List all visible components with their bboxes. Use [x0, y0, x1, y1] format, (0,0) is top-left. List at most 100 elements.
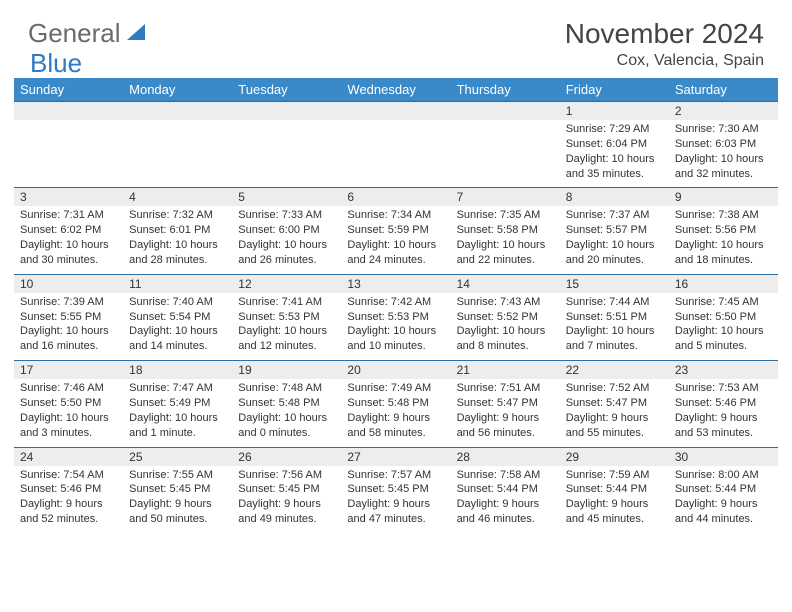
sunset-text: Sunset: 5:45 PM [129, 482, 226, 497]
day-number: 22 [560, 361, 669, 380]
sunrise-text: Sunrise: 7:34 AM [347, 208, 444, 223]
sunrise-text: Sunrise: 7:32 AM [129, 208, 226, 223]
sunrise-text: Sunrise: 7:30 AM [675, 122, 772, 137]
day-cell: Sunrise: 7:49 AMSunset: 5:48 PMDaylight:… [341, 379, 450, 447]
day-number: 12 [232, 274, 341, 293]
sunrise-text: Sunrise: 7:44 AM [566, 295, 663, 310]
logo-text-general: General [28, 18, 121, 49]
day-number [451, 102, 560, 121]
sunrise-text: Sunrise: 7:33 AM [238, 208, 335, 223]
sunrise-text: Sunrise: 7:31 AM [20, 208, 117, 223]
content-row: Sunrise: 7:31 AMSunset: 6:02 PMDaylight:… [14, 206, 778, 274]
day-number: 25 [123, 447, 232, 466]
day-number: 10 [14, 274, 123, 293]
daylight-text: Daylight: 9 hours and 55 minutes. [566, 411, 663, 441]
sunrise-text: Sunrise: 7:45 AM [675, 295, 772, 310]
sunrise-text: Sunrise: 7:54 AM [20, 468, 117, 483]
day-cell: Sunrise: 7:46 AMSunset: 5:50 PMDaylight:… [14, 379, 123, 447]
sunrise-text: Sunrise: 7:49 AM [347, 381, 444, 396]
sunset-text: Sunset: 5:44 PM [457, 482, 554, 497]
sunrise-text: Sunrise: 7:56 AM [238, 468, 335, 483]
sunset-text: Sunset: 6:00 PM [238, 223, 335, 238]
day-cell: Sunrise: 7:47 AMSunset: 5:49 PMDaylight:… [123, 379, 232, 447]
sunrise-text: Sunrise: 7:53 AM [675, 381, 772, 396]
day-number: 28 [451, 447, 560, 466]
day-cell: Sunrise: 7:41 AMSunset: 5:53 PMDaylight:… [232, 293, 341, 361]
day-cell: Sunrise: 7:48 AMSunset: 5:48 PMDaylight:… [232, 379, 341, 447]
day-header-row: Sunday Monday Tuesday Wednesday Thursday… [14, 78, 778, 102]
sunset-text: Sunset: 6:03 PM [675, 137, 772, 152]
day-header: Friday [560, 78, 669, 102]
day-header: Tuesday [232, 78, 341, 102]
sunrise-text: Sunrise: 7:41 AM [238, 295, 335, 310]
day-number: 23 [669, 361, 778, 380]
sunset-text: Sunset: 6:01 PM [129, 223, 226, 238]
daylight-text: Daylight: 10 hours and 7 minutes. [566, 324, 663, 354]
sunset-text: Sunset: 5:57 PM [566, 223, 663, 238]
header: General November 2024 Cox, Valencia, Spa… [0, 0, 792, 78]
day-cell: Sunrise: 7:51 AMSunset: 5:47 PMDaylight:… [451, 379, 560, 447]
day-number [123, 102, 232, 121]
day-cell: Sunrise: 7:30 AMSunset: 6:03 PMDaylight:… [669, 120, 778, 188]
day-cell [341, 120, 450, 188]
day-cell: Sunrise: 7:59 AMSunset: 5:44 PMDaylight:… [560, 466, 669, 533]
day-number: 9 [669, 188, 778, 207]
day-number: 6 [341, 188, 450, 207]
day-cell: Sunrise: 8:00 AMSunset: 5:44 PMDaylight:… [669, 466, 778, 533]
sail-icon [125, 18, 147, 49]
sunrise-text: Sunrise: 8:00 AM [675, 468, 772, 483]
daylight-text: Daylight: 9 hours and 56 minutes. [457, 411, 554, 441]
sunset-text: Sunset: 5:59 PM [347, 223, 444, 238]
daylight-text: Daylight: 10 hours and 32 minutes. [675, 152, 772, 182]
day-cell: Sunrise: 7:40 AMSunset: 5:54 PMDaylight:… [123, 293, 232, 361]
day-cell: Sunrise: 7:57 AMSunset: 5:45 PMDaylight:… [341, 466, 450, 533]
location: Cox, Valencia, Spain [565, 52, 764, 70]
day-cell: Sunrise: 7:45 AMSunset: 5:50 PMDaylight:… [669, 293, 778, 361]
daylight-text: Daylight: 10 hours and 24 minutes. [347, 238, 444, 268]
daylight-text: Daylight: 9 hours and 47 minutes. [347, 497, 444, 527]
day-cell: Sunrise: 7:42 AMSunset: 5:53 PMDaylight:… [341, 293, 450, 361]
day-number: 15 [560, 274, 669, 293]
daynum-row: 3456789 [14, 188, 778, 207]
sunset-text: Sunset: 5:56 PM [675, 223, 772, 238]
day-cell: Sunrise: 7:54 AMSunset: 5:46 PMDaylight:… [14, 466, 123, 533]
day-number: 4 [123, 188, 232, 207]
day-cell: Sunrise: 7:33 AMSunset: 6:00 PMDaylight:… [232, 206, 341, 274]
sunrise-text: Sunrise: 7:40 AM [129, 295, 226, 310]
sunset-text: Sunset: 5:50 PM [675, 310, 772, 325]
daylight-text: Daylight: 10 hours and 5 minutes. [675, 324, 772, 354]
sunrise-text: Sunrise: 7:55 AM [129, 468, 226, 483]
daylight-text: Daylight: 10 hours and 12 minutes. [238, 324, 335, 354]
day-number: 29 [560, 447, 669, 466]
content-row: Sunrise: 7:46 AMSunset: 5:50 PMDaylight:… [14, 379, 778, 447]
day-number: 11 [123, 274, 232, 293]
day-number: 13 [341, 274, 450, 293]
daylight-text: Daylight: 10 hours and 1 minute. [129, 411, 226, 441]
sunset-text: Sunset: 5:53 PM [347, 310, 444, 325]
sunrise-text: Sunrise: 7:38 AM [675, 208, 772, 223]
day-number: 24 [14, 447, 123, 466]
day-header: Wednesday [341, 78, 450, 102]
day-number: 7 [451, 188, 560, 207]
daylight-text: Daylight: 10 hours and 14 minutes. [129, 324, 226, 354]
sunrise-text: Sunrise: 7:58 AM [457, 468, 554, 483]
day-number: 14 [451, 274, 560, 293]
sunrise-text: Sunrise: 7:39 AM [20, 295, 117, 310]
day-number: 17 [14, 361, 123, 380]
sunset-text: Sunset: 5:46 PM [20, 482, 117, 497]
sunset-text: Sunset: 5:45 PM [238, 482, 335, 497]
daylight-text: Daylight: 9 hours and 46 minutes. [457, 497, 554, 527]
sunset-text: Sunset: 5:52 PM [457, 310, 554, 325]
day-cell: Sunrise: 7:32 AMSunset: 6:01 PMDaylight:… [123, 206, 232, 274]
day-number: 2 [669, 102, 778, 121]
day-cell: Sunrise: 7:53 AMSunset: 5:46 PMDaylight:… [669, 379, 778, 447]
day-number [232, 102, 341, 121]
logo: General [28, 18, 149, 49]
daylight-text: Daylight: 10 hours and 35 minutes. [566, 152, 663, 182]
daylight-text: Daylight: 10 hours and 22 minutes. [457, 238, 554, 268]
logo-text-blue: Blue [30, 48, 82, 79]
sunrise-text: Sunrise: 7:52 AM [566, 381, 663, 396]
daylight-text: Daylight: 10 hours and 30 minutes. [20, 238, 117, 268]
sunrise-text: Sunrise: 7:46 AM [20, 381, 117, 396]
daylight-text: Daylight: 9 hours and 44 minutes. [675, 497, 772, 527]
